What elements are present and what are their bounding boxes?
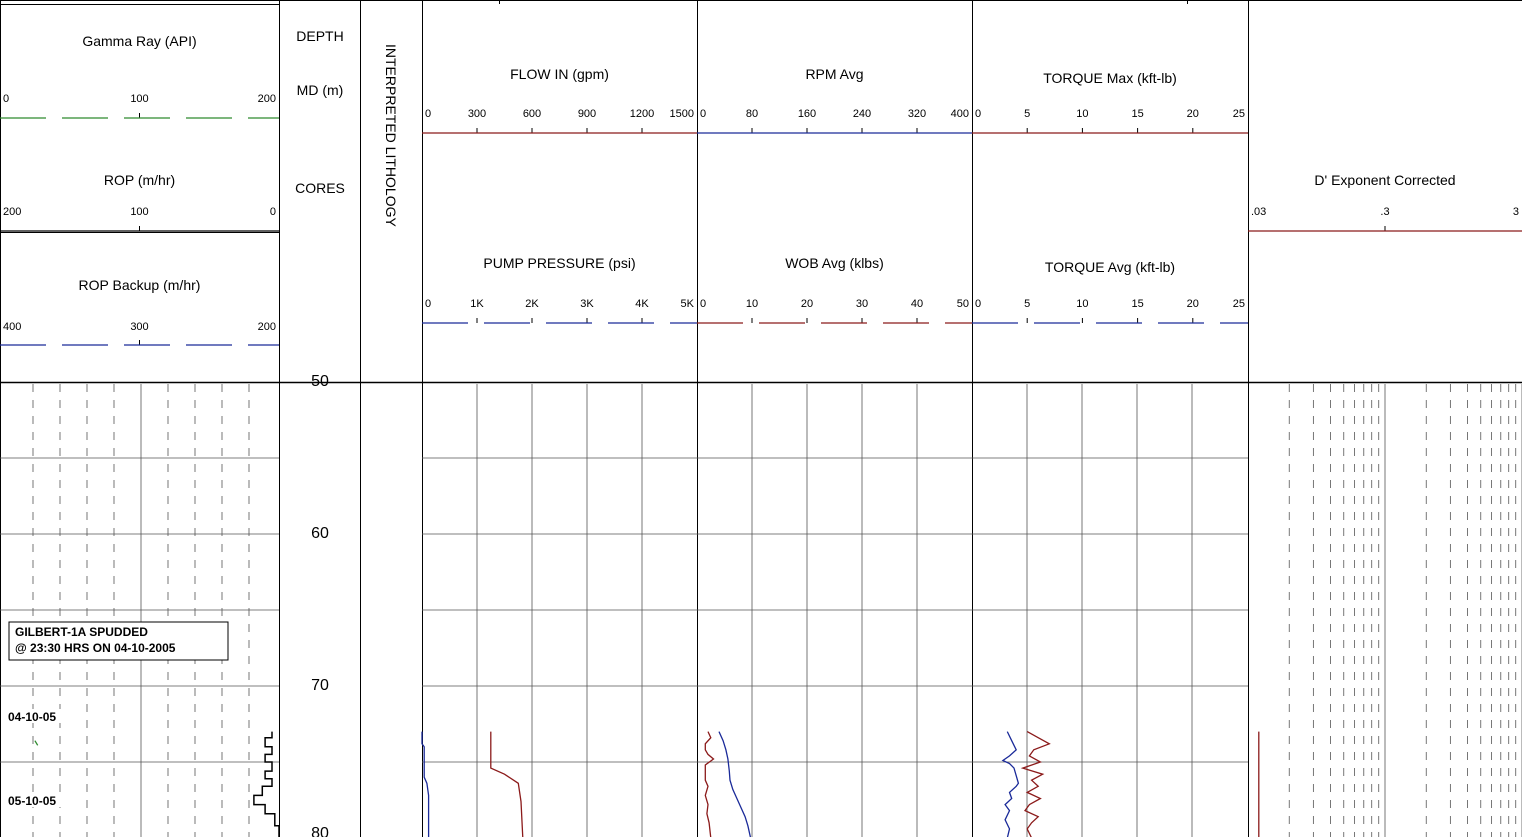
torque_max-scale-4: 20 (1187, 108, 1199, 120)
depth-label-50: 50 (311, 373, 329, 390)
grid-lines (0, 384, 1522, 837)
dexp-scale-1: .3 (1380, 206, 1389, 218)
pump_pressure-scale-3: 3K (580, 298, 594, 310)
rop_backup-scale-1: 300 (130, 321, 148, 333)
rop-title: ROP (m/hr) (104, 172, 175, 188)
flow_in-scale-3: 900 (578, 108, 596, 120)
torque_avg-scale-1: 5 (1024, 298, 1030, 310)
flow_in-scale-5: 1500 (670, 108, 694, 120)
torque_avg-scale-3: 15 (1131, 298, 1143, 310)
rop_backup-title: ROP Backup (m/hr) (79, 277, 201, 293)
wob-title: WOB Avg (klbs) (785, 255, 884, 271)
flow_in-scale-1: 300 (468, 108, 486, 120)
wob-scale-4: 40 (911, 298, 923, 310)
torque_avg-scale-2: 10 (1076, 298, 1088, 310)
torque_avg-title: TORQUE Avg (kft-lb) (1045, 259, 1175, 275)
curve-1 (34, 740, 39, 746)
spud-note-line2: @ 23:30 HRS ON 04-10-2005 (15, 641, 176, 655)
torque_max-scale-0: 0 (975, 108, 981, 120)
gamma-scale-2: 200 (258, 93, 276, 105)
date-label-bg-2 (7, 793, 67, 807)
date-label-2: 05-10-05 (8, 794, 56, 808)
pump_pressure-scale-1: 1K (470, 298, 484, 310)
rop-scale-1: 100 (130, 206, 148, 218)
dexp-scale-2: 3 (1513, 206, 1519, 218)
rpm-title: RPM Avg (805, 66, 863, 82)
rpm-scale-0: 0 (700, 108, 706, 120)
gamma-title: Gamma Ray (API) (82, 33, 196, 49)
torque_max-scale-3: 15 (1131, 108, 1143, 120)
curve-0 (253, 731, 280, 837)
flow_in-scale-2: 600 (523, 108, 541, 120)
depth-label-80: 80 (311, 825, 329, 837)
wob-scale-5: 50 (957, 298, 969, 310)
wob-scale-0: 0 (700, 298, 706, 310)
flow_in-scale-0: 0 (425, 108, 431, 120)
pump_pressure-title: PUMP PRESSURE (psi) (483, 255, 635, 271)
curve-3 (490, 731, 524, 837)
dexp-scale-0: .03 (1251, 206, 1266, 218)
rop-scale-0: 200 (3, 206, 21, 218)
torque_avg-scale-0: 0 (975, 298, 981, 310)
rop_backup-scale-2: 200 (258, 321, 276, 333)
depth-md-label: MD (m) (297, 82, 344, 98)
pump_pressure-scale-4: 4K (635, 298, 649, 310)
torque_max-title: TORQUE Max (kft-lb) (1043, 70, 1177, 86)
log-curves (34, 731, 1260, 837)
rpm-scale-4: 320 (908, 108, 926, 120)
dexp-title: D' Exponent Corrected (1314, 172, 1455, 188)
pump_pressure-scale-5: 5K (681, 298, 695, 310)
curve-7 (1020, 731, 1051, 837)
date-label-1: 04-10-05 (8, 710, 56, 724)
rop_backup-scale-0: 400 (3, 321, 21, 333)
rop-scale-2: 0 (270, 206, 276, 218)
gamma-scale-1: 100 (130, 93, 148, 105)
pump_pressure-scale-0: 0 (425, 298, 431, 310)
torque_avg-scale-4: 20 (1187, 298, 1199, 310)
depth-label-70: 70 (311, 677, 329, 694)
lithology-title: INTERPRETED LITHOLOGY (383, 44, 399, 227)
gamma-scale-0: 0 (3, 93, 9, 105)
flow_in-title: FLOW IN (gpm) (510, 66, 609, 82)
depth-cores-label: CORES (295, 180, 345, 196)
rpm-scale-2: 160 (798, 108, 816, 120)
flow_in-scale-4: 1200 (630, 108, 654, 120)
date-label-bg-1 (7, 709, 67, 723)
torque_max-scale-1: 5 (1024, 108, 1030, 120)
rpm-scale-1: 80 (746, 108, 758, 120)
spud-note-box (8, 621, 229, 661)
wob-scale-1: 10 (746, 298, 758, 310)
rpm-scale-5: 400 (951, 108, 969, 120)
pump_pressure-scale-2: 2K (525, 298, 539, 310)
depth-label-60: 60 (311, 525, 329, 542)
torque_avg-scale-5: 25 (1233, 298, 1245, 310)
spud-note-line1: GILBERT-1A SPUDDED (15, 625, 148, 639)
wob-scale-2: 20 (801, 298, 813, 310)
torque_max-scale-2: 10 (1076, 108, 1088, 120)
torque_max-scale-5: 25 (1233, 108, 1245, 120)
curve-6 (1001, 731, 1020, 837)
curve-4 (704, 731, 715, 837)
rpm-scale-3: 240 (853, 108, 871, 120)
curve-5 (718, 731, 752, 837)
curve-2 (421, 731, 430, 837)
wob-scale-3: 30 (856, 298, 868, 310)
depth-title: DEPTH (296, 28, 343, 44)
